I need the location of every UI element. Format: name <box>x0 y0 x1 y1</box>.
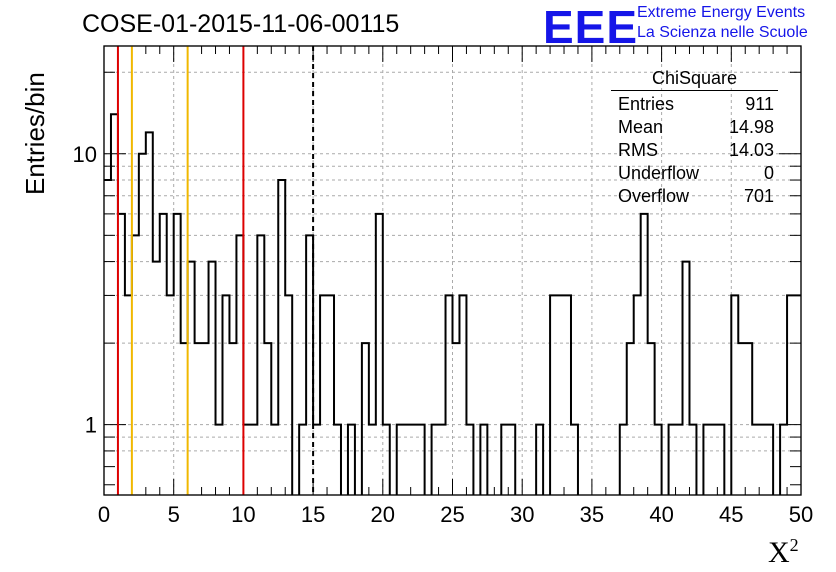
stats-row-mean: Mean 14.98 <box>618 117 774 137</box>
x-tick-label: 40 <box>649 502 673 527</box>
x-tick-label: 10 <box>231 502 255 527</box>
x-axis-label: X2 <box>768 535 799 569</box>
x-tick-label: 0 <box>98 502 110 527</box>
x-tick-label: 45 <box>719 502 743 527</box>
y-tick-label: 1 <box>85 413 97 438</box>
plot-frame-top <box>103 45 802 496</box>
y-tick-label: 10 <box>73 142 97 167</box>
x-tick-label: 25 <box>440 502 464 527</box>
stats-row-underflow: Underflow 0 <box>618 163 774 183</box>
stats-row-entries: Entries 911 <box>618 94 774 114</box>
stats-row-rms: RMS 14.03 <box>618 140 774 160</box>
x-tick-label: 15 <box>301 502 325 527</box>
x-tick-label: 50 <box>789 502 813 527</box>
x-tick-label: 20 <box>371 502 395 527</box>
eee-logo-line2: La Scienza nelle Scuole <box>637 24 808 41</box>
x-tick-label: 35 <box>580 502 604 527</box>
stats-title: ChiSquare <box>611 68 778 91</box>
histogram-series <box>104 113 801 495</box>
stats-row-overflow: Overflow 701 <box>618 186 774 206</box>
eee-logo: EEE <box>543 1 639 53</box>
x-tick-label: 5 <box>168 502 180 527</box>
x-tick-label: 30 <box>510 502 534 527</box>
eee-logo-line1: Extreme Energy Events <box>637 4 806 21</box>
y-axis-label: Entries/bin <box>20 72 50 195</box>
stats-box: ChiSquare Entries 911 Mean 14.98 RMS 14.03 … <box>611 68 778 208</box>
chart-title: COSE-01-2015-11-06-00115 <box>82 10 400 38</box>
